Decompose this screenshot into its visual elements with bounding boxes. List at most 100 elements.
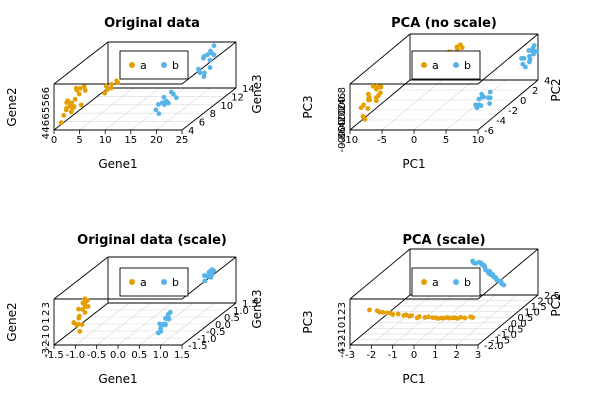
data-point-a: [82, 310, 88, 315]
data-point-b: [153, 107, 159, 113]
x-tick-label: -3: [345, 350, 355, 361]
x-tick-label: 10: [472, 135, 485, 146]
y-tick-label: 4: [188, 126, 194, 137]
x-tick-label: 5: [76, 135, 82, 146]
y-tick-label: 4: [544, 76, 550, 87]
x-tick-label: 1.5: [174, 350, 190, 361]
y-tick-label: 0: [520, 96, 526, 107]
data-point-a: [81, 84, 87, 90]
data-point-a: [72, 96, 78, 102]
legend-marker-b: [453, 62, 459, 68]
data-point-b: [165, 314, 171, 320]
z-tick-label: -0.8: [337, 133, 348, 153]
y-tick-label: -0.5: [206, 327, 226, 338]
box-edge: [181, 302, 237, 346]
box-edge: [349, 248, 411, 300]
x-tick-label: 2: [453, 350, 459, 361]
data-point-b: [201, 74, 207, 79]
x-tick-label: 10: [99, 135, 112, 146]
data-point-b: [476, 96, 482, 102]
grid-line: [79, 87, 134, 131]
legend-label-a: a: [432, 59, 439, 72]
x-tick-label: 20: [150, 135, 163, 146]
data-point-a: [439, 315, 445, 321]
z-tick-label: 0.2: [337, 104, 348, 120]
data-point-a: [67, 102, 73, 107]
y-axis-label: PC3: [301, 95, 315, 118]
x-tick-label: 0.5: [131, 350, 147, 361]
z-tick-label: 0: [337, 322, 348, 328]
x-axis-label: Gene1: [98, 372, 137, 386]
z-tick-label: 1: [41, 317, 52, 323]
data-point-a: [76, 306, 81, 312]
data-point-a: [362, 116, 368, 122]
legend-marker-a: [129, 62, 135, 68]
data-point-a: [108, 85, 114, 91]
data-point-a: [457, 42, 463, 48]
y-tick-label: 10: [220, 101, 233, 112]
series-b: [470, 258, 507, 288]
x-tick-label: -0.5: [87, 350, 107, 361]
z-tick-label: 0.0: [337, 110, 348, 126]
legend-label-a: a: [140, 276, 147, 289]
z-tick-label: 2: [337, 309, 348, 315]
data-point-a: [78, 102, 84, 108]
z-tick-label: 6: [41, 94, 52, 100]
series-a: [58, 69, 127, 126]
data-point-a: [65, 98, 71, 104]
z-tick-label: 6: [41, 113, 52, 119]
z-tick-label: 4: [41, 126, 52, 132]
z-tick-label: 5: [41, 100, 52, 106]
series-a: [367, 307, 476, 321]
grid-line: [371, 294, 432, 346]
grid-line: [381, 79, 443, 131]
data-point-a: [378, 90, 383, 96]
y-tick-label: -6: [484, 126, 494, 137]
legend-label-b: b: [172, 59, 179, 72]
data-point-a: [104, 87, 110, 93]
data-point-a: [114, 78, 120, 84]
data-point-a: [82, 88, 88, 93]
series-b: [153, 43, 217, 117]
legend-label-b: b: [464, 59, 471, 72]
box-edge: [477, 33, 539, 85]
legend-marker-b: [161, 279, 167, 285]
y-tick-label: 6: [199, 118, 205, 129]
y-axis-label: Gene2: [5, 87, 19, 126]
data-point-b: [501, 282, 507, 288]
data-point-b: [488, 272, 494, 278]
data-point-b: [527, 53, 532, 59]
y-tick-label: 0.0: [215, 320, 231, 331]
x-tick-label: -1.0: [66, 350, 86, 361]
z-tick-label: -3: [41, 348, 52, 358]
data-point-b: [520, 61, 526, 67]
z-axis-label: PC2: [549, 293, 563, 316]
data-point-b: [158, 326, 163, 331]
y-axis-label: Gene2: [5, 302, 19, 341]
y-tick-label: -1.0: [197, 334, 217, 345]
z-tick-label: 1: [337, 315, 348, 321]
z-axis-label: Gene3: [250, 74, 264, 113]
x-tick-label: 0: [51, 135, 57, 146]
data-point-a: [361, 102, 367, 108]
panel-title: Original data (scale): [77, 233, 227, 248]
data-point-a: [468, 314, 473, 320]
x-tick-label: 0: [411, 135, 417, 146]
y-tick-label: 1.5: [242, 299, 258, 310]
data-point-a: [380, 309, 386, 315]
data-point-b: [196, 68, 202, 74]
legend-marker-b: [161, 62, 167, 68]
y-tick-label: -2.0: [484, 341, 504, 352]
z-tick-label: 0.8: [337, 87, 348, 103]
grid-line: [156, 87, 211, 131]
z-tick-label: 0: [41, 325, 52, 331]
data-point-a: [63, 107, 69, 113]
z-tick-label: 6: [41, 120, 52, 126]
data-point-a: [426, 314, 431, 320]
z-tick-label: 0.4: [337, 99, 348, 115]
data-point-b: [205, 52, 210, 58]
data-point-a: [458, 314, 464, 320]
z-tick-label: -2: [337, 335, 348, 345]
x-tick-label: 0: [411, 350, 417, 361]
data-point-b: [165, 100, 171, 106]
